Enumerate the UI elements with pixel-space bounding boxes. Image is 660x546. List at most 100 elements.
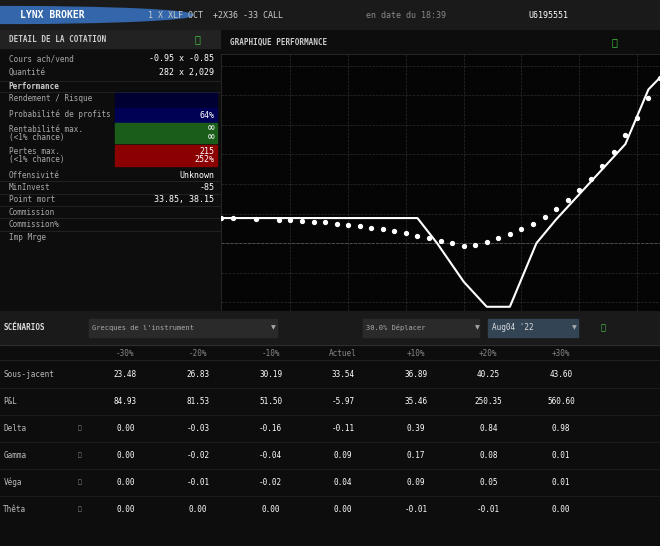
Bar	[89, 319, 277, 336]
Text: Rendement / Risque: Rendement / Risque	[9, 93, 92, 103]
Text: -0.01: -0.01	[404, 505, 428, 514]
Text: 51.50: 51.50	[259, 397, 282, 406]
Text: ⓘ: ⓘ	[78, 453, 82, 459]
Text: U6195551: U6195551	[528, 10, 568, 20]
Text: Sous-jacent: Sous-jacent	[3, 370, 54, 379]
Text: 0.00: 0.00	[116, 505, 135, 514]
Text: -20%: -20%	[189, 349, 207, 358]
Text: ▼: ▼	[271, 325, 275, 330]
Text: 40.25: 40.25	[477, 370, 500, 379]
Text: 64%: 64%	[199, 111, 214, 120]
Text: Commission: Commission	[9, 207, 55, 217]
Text: 0.00: 0.00	[261, 505, 280, 514]
Text: 33.54: 33.54	[331, 370, 355, 379]
Text: ▼: ▼	[572, 325, 576, 330]
Text: -0.01: -0.01	[186, 478, 210, 487]
Text: (<1% chance): (<1% chance)	[9, 156, 64, 164]
Circle shape	[0, 7, 193, 23]
Text: 33.85, 38.15: 33.85, 38.15	[154, 195, 214, 204]
Text: 252%: 252%	[195, 156, 214, 164]
Bar	[115, 108, 216, 123]
Text: ⓘ: ⓘ	[78, 507, 82, 512]
Text: 23.48: 23.48	[114, 370, 137, 379]
Text: Rentabilité max.: Rentabilité max.	[9, 124, 83, 134]
Text: 36.89: 36.89	[404, 370, 428, 379]
Text: 30.19: 30.19	[259, 370, 282, 379]
Text: -0.03: -0.03	[186, 424, 210, 433]
Text: 0.09: 0.09	[407, 478, 425, 487]
Text: Imp Mrge: Imp Mrge	[9, 233, 46, 242]
Text: -0.01: -0.01	[477, 505, 500, 514]
Text: 0.17: 0.17	[407, 451, 425, 460]
Bar	[115, 122, 216, 143]
Text: ⓘ: ⓘ	[78, 426, 82, 431]
Text: Thêta: Thêta	[3, 505, 26, 514]
Text: Offensivité: Offensivité	[9, 170, 59, 180]
Text: 43.60: 43.60	[549, 370, 573, 379]
Text: Prix:: Prix:	[203, 323, 226, 332]
Text: -0.02: -0.02	[186, 451, 210, 460]
Text: Quantité: Quantité	[9, 68, 46, 78]
Text: SCÉNARIOS: SCÉNARIOS	[3, 323, 45, 332]
Text: Commission%: Commission%	[9, 220, 59, 229]
Text: -0.04: -0.04	[259, 451, 282, 460]
Text: 0.00: 0.00	[189, 505, 207, 514]
Bar	[0, 311, 660, 345]
Text: Probabilité de profits: Probabilité de profits	[9, 110, 111, 119]
Text: ▼: ▼	[475, 325, 480, 330]
Text: 0.00: 0.00	[116, 478, 135, 487]
Text: 0.08: 0.08	[479, 451, 498, 460]
Text: 282 x 2,029: 282 x 2,029	[160, 68, 214, 78]
Text: 250.35: 250.35	[475, 397, 502, 406]
Text: Unknown: Unknown	[180, 170, 214, 180]
Text: LYNX BROKER: LYNX BROKER	[20, 10, 84, 20]
Text: -85: -85	[199, 183, 214, 192]
Text: 0.00: 0.00	[116, 451, 135, 460]
Text: 0.39: 0.39	[407, 424, 425, 433]
Text: -0.95 x -0.85: -0.95 x -0.85	[149, 55, 214, 63]
Text: ∞: ∞	[208, 132, 214, 142]
Text: 0.00: 0.00	[552, 505, 570, 514]
Text: Point mort: Point mort	[9, 195, 55, 204]
Text: ⛓: ⛓	[195, 34, 201, 44]
Text: 35.46: 35.46	[404, 397, 428, 406]
Text: ⛓: ⛓	[601, 323, 606, 332]
Text: Cours ach/vend: Cours ach/vend	[9, 55, 74, 63]
Text: 0.01: 0.01	[552, 451, 570, 460]
Text: DETAIL DE LA COTATION: DETAIL DE LA COTATION	[9, 35, 106, 44]
Text: Gamma: Gamma	[3, 451, 26, 460]
Text: 215: 215	[199, 147, 214, 156]
Bar	[363, 319, 478, 336]
Text: Grecques de l'instrument: Grecques de l'instrument	[92, 325, 195, 331]
Text: -0.02: -0.02	[259, 478, 282, 487]
Text: 0.01: 0.01	[552, 478, 570, 487]
Bar	[488, 319, 578, 336]
Text: en date du 18:39: en date du 18:39	[366, 10, 446, 20]
Text: Delta: Delta	[3, 424, 26, 433]
Text: ∞: ∞	[208, 123, 214, 133]
Text: +20%: +20%	[479, 349, 498, 358]
Text: -5.97: -5.97	[331, 397, 355, 406]
Bar	[115, 145, 216, 165]
Text: 1 X XLF OCT  +2X36 -33 CALL: 1 X XLF OCT +2X36 -33 CALL	[148, 10, 284, 20]
Text: MinInvest: MinInvest	[9, 183, 50, 192]
Text: 0.05: 0.05	[479, 478, 498, 487]
Text: +30%: +30%	[552, 349, 570, 358]
Text: -30%: -30%	[116, 349, 135, 358]
Text: (<1% chance): (<1% chance)	[9, 133, 64, 142]
Text: 0.04: 0.04	[334, 478, 352, 487]
Text: Véga: Véga	[3, 478, 22, 488]
Text: 81.53: 81.53	[186, 397, 210, 406]
Text: Aug04 '22: Aug04 '22	[492, 323, 533, 332]
Text: Performance: Performance	[9, 82, 59, 91]
Text: 26.83: 26.83	[186, 370, 210, 379]
Bar	[115, 92, 216, 106]
Text: 0.84: 0.84	[479, 424, 498, 433]
Text: P&L: P&L	[3, 397, 17, 406]
Text: ⓘ: ⓘ	[78, 480, 82, 485]
Text: -0.11: -0.11	[331, 424, 355, 433]
Text: 30.0% Déplacer: 30.0% Déplacer	[366, 324, 426, 331]
Text: 0.98: 0.98	[552, 424, 570, 433]
Text: 0.00: 0.00	[116, 424, 135, 433]
Text: -0.16: -0.16	[259, 424, 282, 433]
